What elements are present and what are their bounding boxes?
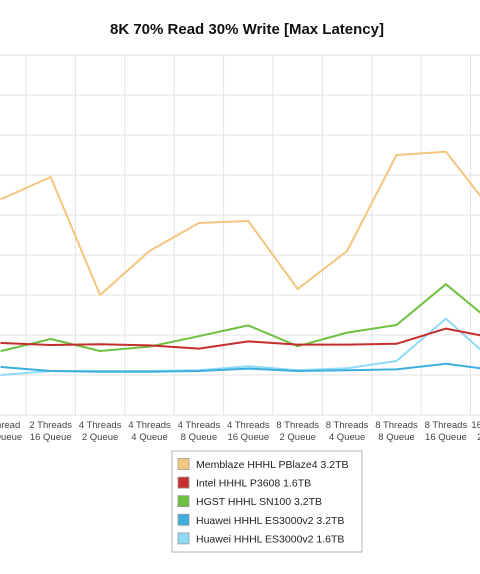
legend-label: Memblaze HHHL PBlaze4 3.2TB: [196, 459, 349, 471]
x-tick-label: 1 Thread16 Queue: [0, 420, 22, 443]
legend-swatch: [177, 476, 190, 489]
x-tick-label: 4 Threads 8 Queue: [178, 420, 221, 443]
legend-label: Huawei HHHL ES3000v2 1.6TB: [196, 533, 344, 545]
x-tick-label: 4 Threads 2 Queue: [79, 420, 122, 443]
chart-title: 8K 70% Read 30% Write [Max Latency]: [110, 21, 384, 38]
legend-swatch: [177, 458, 190, 470]
x-tick-label: 4 Threads 16 Queue: [227, 420, 270, 443]
legend-label: Intel HHHL P3608 1.6TB: [196, 478, 311, 490]
x-tick-label: 8 Threads 16 Queue: [425, 420, 468, 443]
legend-swatch: [177, 532, 190, 545]
chart-legend: Memblaze HHHL PBlaze4 3.2TB Intel HHHL P3…: [171, 450, 363, 553]
legend-label: Huawei HHHL ES3000v2 3.2TB: [196, 515, 344, 527]
chart-grid: [0, 54, 480, 416]
legend-swatch: [177, 513, 190, 526]
x-tick-label: 8 Threads 2 Queue: [276, 420, 319, 443]
series-line: [0, 150, 480, 296]
x-tick-label: 8 Threads 8 Queue: [375, 420, 418, 443]
series-line: [0, 283, 480, 352]
legend-swatch: [177, 495, 190, 508]
x-tick-label: 8 Threads 4 Queue: [326, 420, 369, 443]
legend-label: HGST HHHL SN100 3.2TB: [196, 496, 322, 508]
chart-series: [0, 150, 480, 376]
series-line: [0, 327, 480, 350]
series-line: [0, 362, 480, 373]
x-tick-label: 4 Threads 4 Queue: [128, 420, 171, 443]
x-tick-label: 2 Threads 16 Queue: [29, 420, 72, 443]
legend-box: [171, 450, 363, 553]
